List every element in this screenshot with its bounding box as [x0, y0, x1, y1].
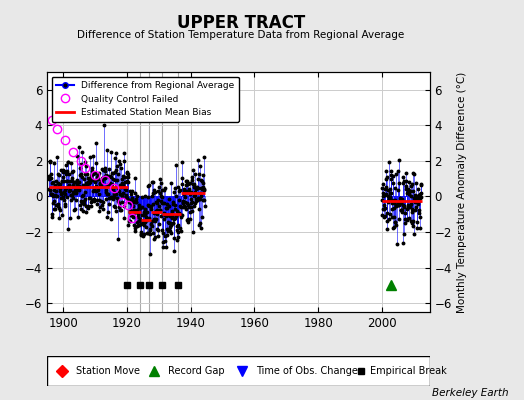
Y-axis label: Monthly Temperature Anomaly Difference (°C): Monthly Temperature Anomaly Difference (… — [457, 71, 467, 313]
Text: Empirical Break: Empirical Break — [370, 366, 447, 376]
Text: Record Gap: Record Gap — [168, 366, 224, 376]
Text: Berkeley Earth: Berkeley Earth — [432, 388, 508, 398]
Legend: Difference from Regional Average, Quality Control Failed, Estimated Station Mean: Difference from Regional Average, Qualit… — [52, 76, 239, 122]
Text: Station Move: Station Move — [76, 366, 140, 376]
Text: Difference of Station Temperature Data from Regional Average: Difference of Station Temperature Data f… — [78, 30, 405, 40]
Text: UPPER TRACT: UPPER TRACT — [177, 14, 305, 32]
Text: Time of Obs. Change: Time of Obs. Change — [256, 366, 357, 376]
